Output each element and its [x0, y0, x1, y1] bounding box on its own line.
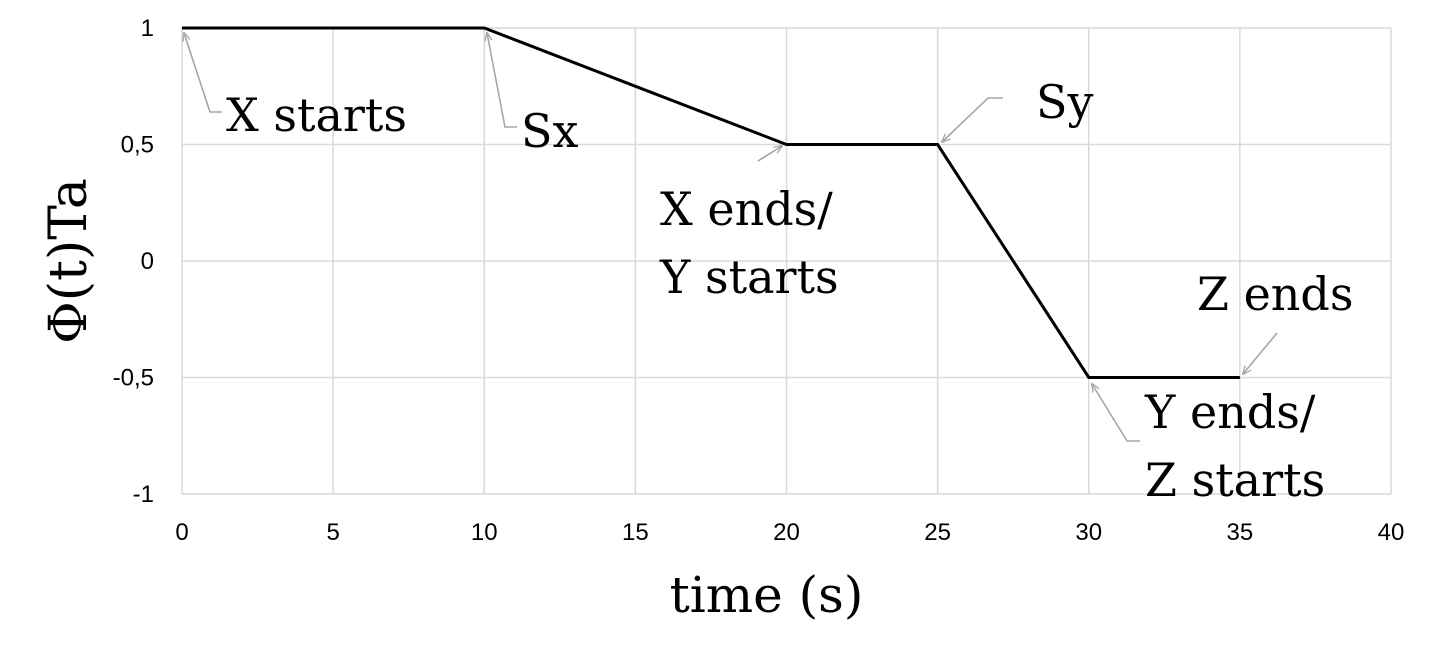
axes: 0 5 10 15 20 25 30 35 40 1 0,5 0 -0,5 -1 — [113, 15, 1405, 546]
x-tick-label: 5 — [326, 519, 339, 546]
annotation-label: X starts — [226, 88, 407, 142]
x-tick-label: 35 — [1227, 519, 1254, 546]
annotation-arrow — [942, 97, 1003, 142]
annotation-label: Z starts — [1145, 453, 1325, 507]
series — [182, 26, 1240, 379]
x-tick-label: 10 — [471, 519, 498, 546]
annotation-arrow — [184, 33, 222, 113]
annotation-label: Y starts — [659, 250, 839, 304]
x-tick-label: 25 — [924, 519, 951, 546]
annotation-label: Sy — [1036, 75, 1094, 129]
annotation-label: Z ends — [1197, 267, 1354, 321]
series-line — [182, 26, 1240, 379]
annotation-arrow — [487, 33, 517, 128]
y-tick-label: 0,5 — [121, 132, 154, 159]
annotation-arrow — [1243, 332, 1278, 374]
y-tick-label: -0,5 — [113, 365, 154, 392]
annotation-label: Sx — [521, 104, 579, 158]
x-tick-label: 40 — [1378, 519, 1405, 546]
annotations: X starts Sx X ends/Y starts Sy Z ends Y ends/… — [184, 33, 1354, 507]
annotation-label: Y ends/ — [1144, 385, 1316, 439]
y-tick-label: -1 — [133, 481, 154, 508]
y-tick-label: 1 — [141, 15, 154, 42]
x-tick-label: 0 — [175, 519, 188, 546]
annotation-arrow — [757, 146, 782, 162]
annotation-arrow — [1092, 384, 1140, 442]
x-tick-label: 30 — [1075, 519, 1102, 546]
x-tick-label: 20 — [773, 519, 800, 546]
x-axis-title: time (s) — [670, 566, 864, 624]
x-tick-label: 15 — [622, 519, 649, 546]
annotation-label: X ends/ — [660, 182, 833, 236]
y-tick-label: 0 — [141, 248, 154, 275]
y-axis-title: Φ(t)Ta — [39, 178, 99, 344]
